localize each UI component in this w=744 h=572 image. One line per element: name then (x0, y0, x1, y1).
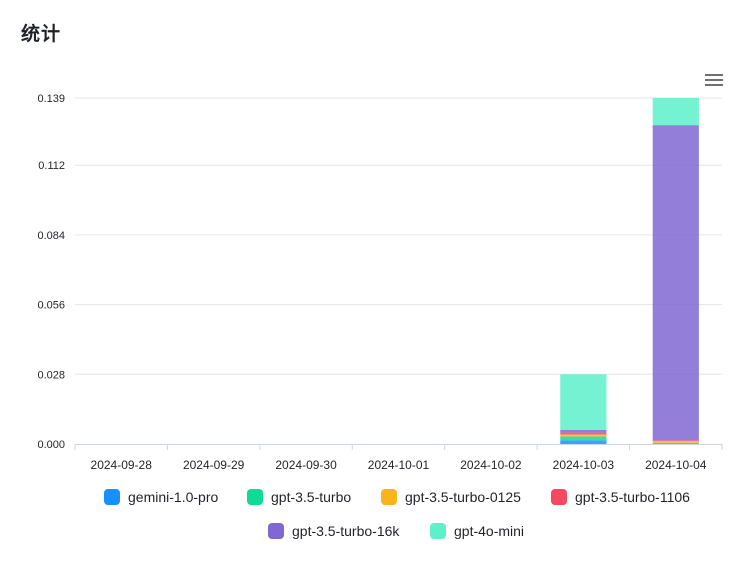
bar-segment (560, 440, 607, 444)
legend-label: gpt-3.5-turbo-16k (292, 523, 400, 539)
hamburger-menu-icon[interactable] (703, 72, 725, 88)
bar-segment (652, 440, 699, 442)
legend-swatch (381, 489, 397, 505)
grid-lines (75, 97, 722, 375)
legend-swatch (430, 523, 446, 539)
legend-swatch (104, 489, 120, 505)
y-tick-label: 0.056 (37, 300, 65, 312)
x-tick-label: 2024-10-03 (553, 458, 615, 472)
bar-segment (652, 442, 699, 444)
bar-segment (560, 432, 607, 435)
bar-segment (560, 429, 607, 433)
legend-label: gpt-3.5-turbo (271, 489, 351, 505)
x-tick-label: 2024-10-01 (368, 458, 430, 472)
x-tick-label: 2024-09-28 (91, 458, 153, 472)
axes: 0.000 0.028 0.056 0.084 0.112 0.139 2024-09-28… (37, 93, 723, 472)
y-tick-label: 0.139 (37, 93, 65, 105)
y-tick-label: 0.112 (38, 160, 65, 172)
legend-label: gemini-1.0-pro (128, 489, 218, 505)
x-tick-label: 2024-09-30 (275, 458, 337, 472)
bar-segment (560, 436, 607, 441)
legend-swatch (268, 523, 284, 539)
bar-segment (652, 441, 699, 443)
x-tick-label: 2024-10-02 (460, 458, 522, 472)
y-tick-label: 0.028 (37, 369, 65, 381)
legend-label: gpt-3.5-turbo-0125 (405, 489, 521, 505)
bar-segment (652, 125, 699, 441)
x-tick-label: 2024-10-04 (645, 458, 707, 472)
y-tick-label: 0.000 (37, 439, 65, 451)
bar-segment (560, 434, 607, 437)
bars (560, 98, 699, 444)
bar-segment (560, 374, 607, 430)
legend: gemini-1.0-pro gpt-3.5-turbo gpt-3.5-turbo… (104, 489, 690, 539)
legend-label: gpt-4o-mini (454, 523, 524, 539)
y-tick-label: 0.084 (37, 230, 65, 242)
legend-swatch (247, 489, 263, 505)
legend-swatch (551, 489, 567, 505)
legend-label: gpt-3.5-turbo-1106 (575, 489, 690, 505)
bar-segment (652, 98, 699, 126)
x-tick-label: 2024-09-29 (183, 458, 245, 472)
page-title: 统计 (21, 23, 62, 45)
